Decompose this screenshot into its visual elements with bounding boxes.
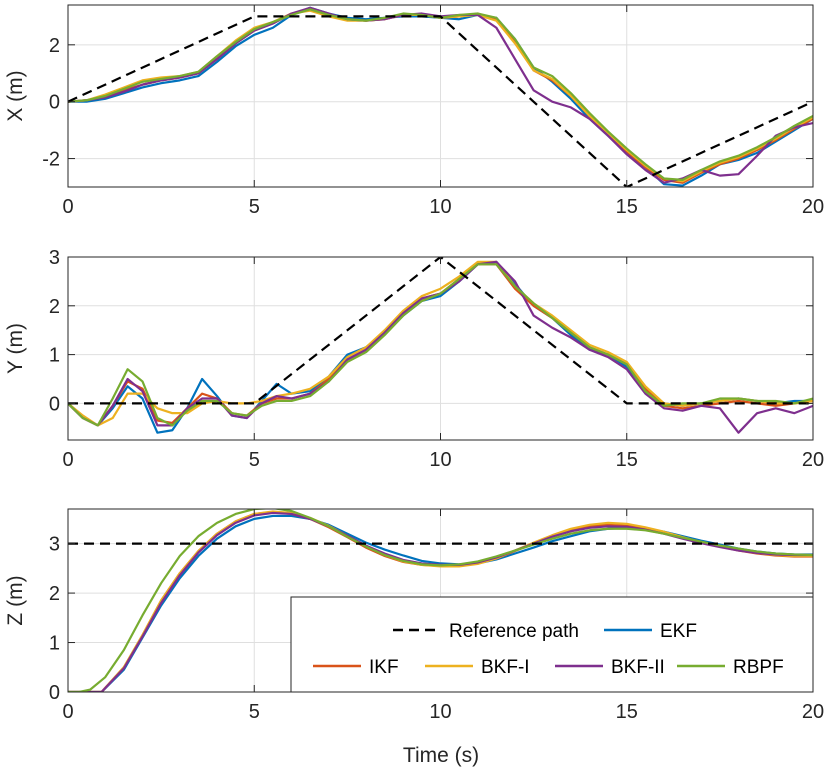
legend-entry-ekf: EKF [604, 621, 697, 642]
legend-entry-bkf-ii: BKF-II [555, 657, 665, 678]
x-tick-label: 10 [429, 449, 451, 471]
y-tick-label: 2 [49, 296, 60, 318]
legend-label: BKF-I [481, 657, 530, 678]
series-group [68, 6, 813, 187]
series-line-reference-path [68, 15, 813, 187]
subplot-1: 0 5 10 15 20 0 1 2 3 Y (m) [4, 247, 824, 471]
legend: Reference path EKF IKF BKF-I BKF-II RBPF [290, 596, 814, 693]
y-tick-label: 2 [49, 583, 60, 605]
x-tick-label: 20 [802, 449, 824, 471]
legend-label: RBPF [733, 657, 784, 678]
x-tick-label: 15 [616, 701, 638, 723]
series-line-reference-path [68, 257, 813, 405]
y-axis-label: Y (m) [4, 323, 27, 374]
y-tick-label: 0 [49, 682, 60, 704]
x-tick-label: 5 [249, 701, 260, 723]
y-tick-label: 2 [49, 35, 60, 57]
legend-label: IKF [369, 657, 399, 678]
y-tick-label: 0 [49, 393, 60, 415]
x-tick-label: 20 [802, 701, 824, 723]
legend-entry-ikf: IKF [313, 657, 399, 678]
x-tick-label: 0 [62, 449, 73, 471]
x-tick-label: 10 [429, 196, 451, 218]
x-tick-label: 20 [802, 196, 824, 218]
legend-label: Reference path [449, 621, 579, 642]
legend-label: BKF-II [611, 657, 665, 678]
legend-box [290, 596, 814, 693]
legend-entry-rbpf: RBPF [677, 657, 784, 678]
x-tick-label: 5 [249, 449, 260, 471]
y-axis-label: Z (m) [4, 575, 27, 625]
y-tick-label: 1 [49, 345, 60, 367]
y-tick-label: 3 [49, 247, 60, 269]
subplot-0: 0 5 10 15 20 -2 0 2 X (m) [4, 4, 824, 218]
series-line-rbpf [68, 509, 813, 692]
legend-label: EKF [660, 621, 697, 642]
series-line-ekf [68, 514, 813, 692]
x-tick-label: 5 [249, 196, 260, 218]
x-tick-label: 15 [616, 196, 638, 218]
y-tick-label: 0 [49, 92, 60, 114]
y-tick-label: -2 [42, 149, 60, 171]
series-line-bkf-i [68, 260, 813, 427]
y-tick-label: 3 [49, 534, 60, 556]
x-tick-label: 10 [429, 701, 451, 723]
y-axis-label: X (m) [4, 70, 27, 121]
x-tick-label: 15 [616, 449, 638, 471]
legend-entry-bkf-i: BKF-I [425, 657, 530, 678]
legend-entry-reference-path: Reference path [393, 621, 579, 642]
series-group [68, 509, 813, 692]
x-tick-label: 0 [62, 701, 73, 723]
x-tick-label: 0 [62, 196, 73, 218]
y-tick-label: 1 [49, 633, 60, 655]
series-group [68, 257, 813, 434]
x-axis-label: Time (s) [403, 744, 479, 767]
